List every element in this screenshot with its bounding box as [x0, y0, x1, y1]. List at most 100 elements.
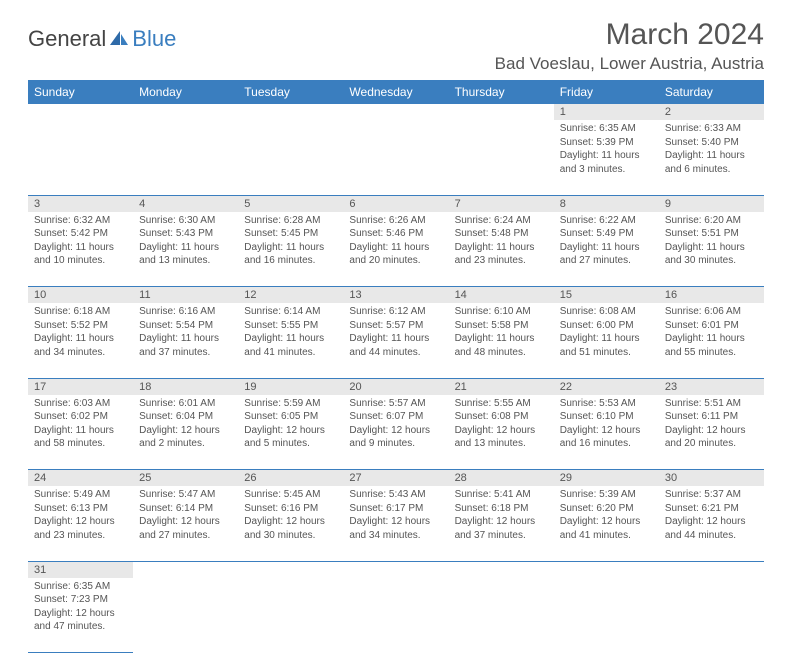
sunrise-text: Sunrise: 6:35 AM — [34, 580, 127, 594]
day-cell: Sunrise: 5:57 AMSunset: 6:07 PMDaylight:… — [343, 395, 448, 470]
sunrise-text: Sunrise: 6:26 AM — [349, 214, 442, 228]
sunset-text: Sunset: 6:00 PM — [560, 319, 653, 333]
day-cell — [238, 120, 343, 195]
sunset-text: Sunset: 7:23 PM — [34, 593, 127, 607]
day-cell: Sunrise: 6:18 AMSunset: 5:52 PMDaylight:… — [28, 303, 133, 378]
logo: General Blue — [28, 26, 176, 52]
daylight-text: Daylight: 11 hours and 55 minutes. — [665, 332, 758, 359]
sunrise-text: Sunrise: 6:03 AM — [34, 397, 127, 411]
day-number: 26 — [238, 470, 343, 487]
day-number: 7 — [449, 195, 554, 212]
day-header: Thursday — [449, 80, 554, 104]
day-number — [238, 104, 343, 120]
sunrise-text: Sunrise: 6:33 AM — [665, 122, 758, 136]
day-header: Monday — [133, 80, 238, 104]
day-cell — [659, 578, 764, 653]
daylight-text: Daylight: 11 hours and 37 minutes. — [139, 332, 232, 359]
sunset-text: Sunset: 6:18 PM — [455, 502, 548, 516]
sunrise-text: Sunrise: 6:28 AM — [244, 214, 337, 228]
day-cell: Sunrise: 6:08 AMSunset: 6:00 PMDaylight:… — [554, 303, 659, 378]
sunset-text: Sunset: 6:17 PM — [349, 502, 442, 516]
day-cell: Sunrise: 6:33 AMSunset: 5:40 PMDaylight:… — [659, 120, 764, 195]
sunset-text: Sunset: 6:13 PM — [34, 502, 127, 516]
day-header: Saturday — [659, 80, 764, 104]
sunrise-text: Sunrise: 5:45 AM — [244, 488, 337, 502]
day-number: 24 — [28, 470, 133, 487]
day-number: 3 — [28, 195, 133, 212]
day-content-row: Sunrise: 6:18 AMSunset: 5:52 PMDaylight:… — [28, 303, 764, 378]
day-content-row: Sunrise: 6:32 AMSunset: 5:42 PMDaylight:… — [28, 212, 764, 287]
day-cell — [554, 578, 659, 653]
sunset-text: Sunset: 6:20 PM — [560, 502, 653, 516]
day-cell: Sunrise: 6:03 AMSunset: 6:02 PMDaylight:… — [28, 395, 133, 470]
day-number: 22 — [554, 378, 659, 395]
page-subtitle: Bad Voeslau, Lower Austria, Austria — [495, 54, 764, 74]
sunset-text: Sunset: 5:43 PM — [139, 227, 232, 241]
sunrise-text: Sunrise: 6:30 AM — [139, 214, 232, 228]
day-number-row: 3456789 — [28, 195, 764, 212]
day-cell: Sunrise: 6:28 AMSunset: 5:45 PMDaylight:… — [238, 212, 343, 287]
daylight-text: Daylight: 12 hours and 41 minutes. — [560, 515, 653, 542]
sunset-text: Sunset: 5:57 PM — [349, 319, 442, 333]
day-number: 2 — [659, 104, 764, 120]
day-cell: Sunrise: 6:01 AMSunset: 6:04 PMDaylight:… — [133, 395, 238, 470]
sunrise-text: Sunrise: 6:24 AM — [455, 214, 548, 228]
day-cell: Sunrise: 5:37 AMSunset: 6:21 PMDaylight:… — [659, 486, 764, 561]
sunrise-text: Sunrise: 6:32 AM — [34, 214, 127, 228]
daylight-text: Daylight: 11 hours and 20 minutes. — [349, 241, 442, 268]
day-number — [28, 104, 133, 120]
sunset-text: Sunset: 6:02 PM — [34, 410, 127, 424]
sail-icon — [108, 29, 130, 49]
sunset-text: Sunset: 5:52 PM — [34, 319, 127, 333]
daylight-text: Daylight: 11 hours and 51 minutes. — [560, 332, 653, 359]
sunrise-text: Sunrise: 6:22 AM — [560, 214, 653, 228]
day-cell: Sunrise: 5:49 AMSunset: 6:13 PMDaylight:… — [28, 486, 133, 561]
daylight-text: Daylight: 12 hours and 30 minutes. — [244, 515, 337, 542]
day-number: 11 — [133, 287, 238, 304]
day-number-row: 17181920212223 — [28, 378, 764, 395]
sunset-text: Sunset: 5:39 PM — [560, 136, 653, 150]
day-header: Friday — [554, 80, 659, 104]
sunrise-text: Sunrise: 6:08 AM — [560, 305, 653, 319]
day-cell: Sunrise: 6:16 AMSunset: 5:54 PMDaylight:… — [133, 303, 238, 378]
day-cell: Sunrise: 6:26 AMSunset: 5:46 PMDaylight:… — [343, 212, 448, 287]
day-number: 16 — [659, 287, 764, 304]
day-number: 30 — [659, 470, 764, 487]
day-number: 17 — [28, 378, 133, 395]
sunrise-text: Sunrise: 6:01 AM — [139, 397, 232, 411]
day-cell: Sunrise: 5:55 AMSunset: 6:08 PMDaylight:… — [449, 395, 554, 470]
sunrise-text: Sunrise: 6:14 AM — [244, 305, 337, 319]
daylight-text: Daylight: 11 hours and 10 minutes. — [34, 241, 127, 268]
sunset-text: Sunset: 5:46 PM — [349, 227, 442, 241]
day-number: 29 — [554, 470, 659, 487]
day-cell: Sunrise: 5:47 AMSunset: 6:14 PMDaylight:… — [133, 486, 238, 561]
daylight-text: Daylight: 12 hours and 27 minutes. — [139, 515, 232, 542]
day-cell — [133, 578, 238, 653]
logo-text-1: General — [28, 26, 106, 52]
day-cell: Sunrise: 5:41 AMSunset: 6:18 PMDaylight:… — [449, 486, 554, 561]
daylight-text: Daylight: 11 hours and 13 minutes. — [139, 241, 232, 268]
sunrise-text: Sunrise: 5:39 AM — [560, 488, 653, 502]
day-cell: Sunrise: 5:51 AMSunset: 6:11 PMDaylight:… — [659, 395, 764, 470]
sunset-text: Sunset: 5:45 PM — [244, 227, 337, 241]
sunset-text: Sunset: 6:16 PM — [244, 502, 337, 516]
header: General Blue March 2024 Bad Voeslau, Low… — [28, 18, 764, 74]
sunset-text: Sunset: 6:14 PM — [139, 502, 232, 516]
sunrise-text: Sunrise: 6:16 AM — [139, 305, 232, 319]
day-cell: Sunrise: 5:59 AMSunset: 6:05 PMDaylight:… — [238, 395, 343, 470]
daylight-text: Daylight: 12 hours and 34 minutes. — [349, 515, 442, 542]
daylight-text: Daylight: 11 hours and 3 minutes. — [560, 149, 653, 176]
day-cell: Sunrise: 5:39 AMSunset: 6:20 PMDaylight:… — [554, 486, 659, 561]
day-cell: Sunrise: 5:43 AMSunset: 6:17 PMDaylight:… — [343, 486, 448, 561]
day-number — [343, 104, 448, 120]
daylight-text: Daylight: 12 hours and 44 minutes. — [665, 515, 758, 542]
daylight-text: Daylight: 11 hours and 30 minutes. — [665, 241, 758, 268]
sunset-text: Sunset: 5:40 PM — [665, 136, 758, 150]
day-number: 13 — [343, 287, 448, 304]
sunset-text: Sunset: 5:51 PM — [665, 227, 758, 241]
logo-text-2: Blue — [132, 26, 176, 52]
day-cell — [343, 120, 448, 195]
daylight-text: Daylight: 11 hours and 34 minutes. — [34, 332, 127, 359]
sunrise-text: Sunrise: 6:18 AM — [34, 305, 127, 319]
calendar-table: SundayMondayTuesdayWednesdayThursdayFrid… — [28, 80, 764, 653]
